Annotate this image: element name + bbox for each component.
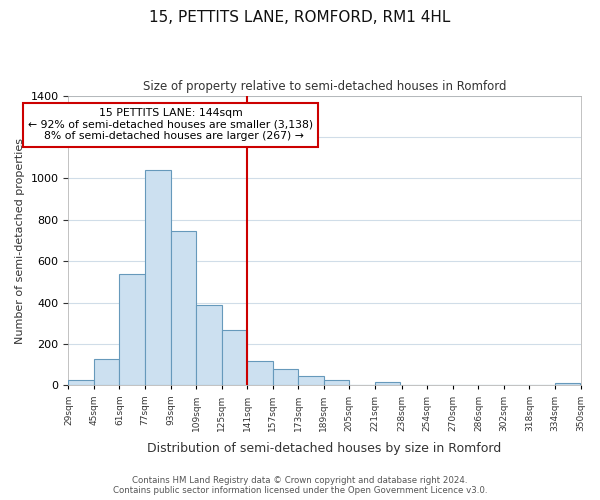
Text: 15 PETTITS LANE: 144sqm
← 92% of semi-detached houses are smaller (3,138)
  8% o: 15 PETTITS LANE: 144sqm ← 92% of semi-de…: [28, 108, 313, 141]
Bar: [272, 369, 298, 386]
Bar: [375, 382, 400, 386]
Bar: [94, 358, 119, 386]
Bar: [323, 380, 349, 386]
Bar: [221, 330, 247, 386]
X-axis label: Distribution of semi-detached houses by size in Romford: Distribution of semi-detached houses by …: [148, 442, 502, 455]
Bar: [555, 384, 580, 386]
Bar: [145, 170, 170, 386]
Bar: [298, 376, 323, 386]
Bar: [196, 304, 221, 386]
Bar: [247, 360, 272, 386]
Text: Contains HM Land Registry data © Crown copyright and database right 2024.
Contai: Contains HM Land Registry data © Crown c…: [113, 476, 487, 495]
Bar: [68, 380, 94, 386]
Y-axis label: Number of semi-detached properties: Number of semi-detached properties: [15, 138, 25, 344]
Text: 15, PETTITS LANE, ROMFORD, RM1 4HL: 15, PETTITS LANE, ROMFORD, RM1 4HL: [149, 10, 451, 25]
Bar: [119, 274, 145, 386]
Title: Size of property relative to semi-detached houses in Romford: Size of property relative to semi-detach…: [143, 80, 506, 93]
Bar: [170, 231, 196, 386]
